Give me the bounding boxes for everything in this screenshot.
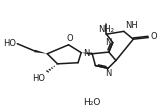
Text: N: N xyxy=(83,49,90,58)
Text: O: O xyxy=(151,32,157,41)
Text: N: N xyxy=(106,69,112,78)
Text: NH₂: NH₂ xyxy=(98,25,114,34)
Text: NH: NH xyxy=(125,21,138,30)
Polygon shape xyxy=(34,50,47,54)
Polygon shape xyxy=(81,53,93,55)
Text: H₂O: H₂O xyxy=(83,98,101,107)
Text: N: N xyxy=(105,38,111,46)
Text: HO: HO xyxy=(32,74,45,83)
Text: O: O xyxy=(66,34,73,43)
Text: HO: HO xyxy=(3,39,17,48)
